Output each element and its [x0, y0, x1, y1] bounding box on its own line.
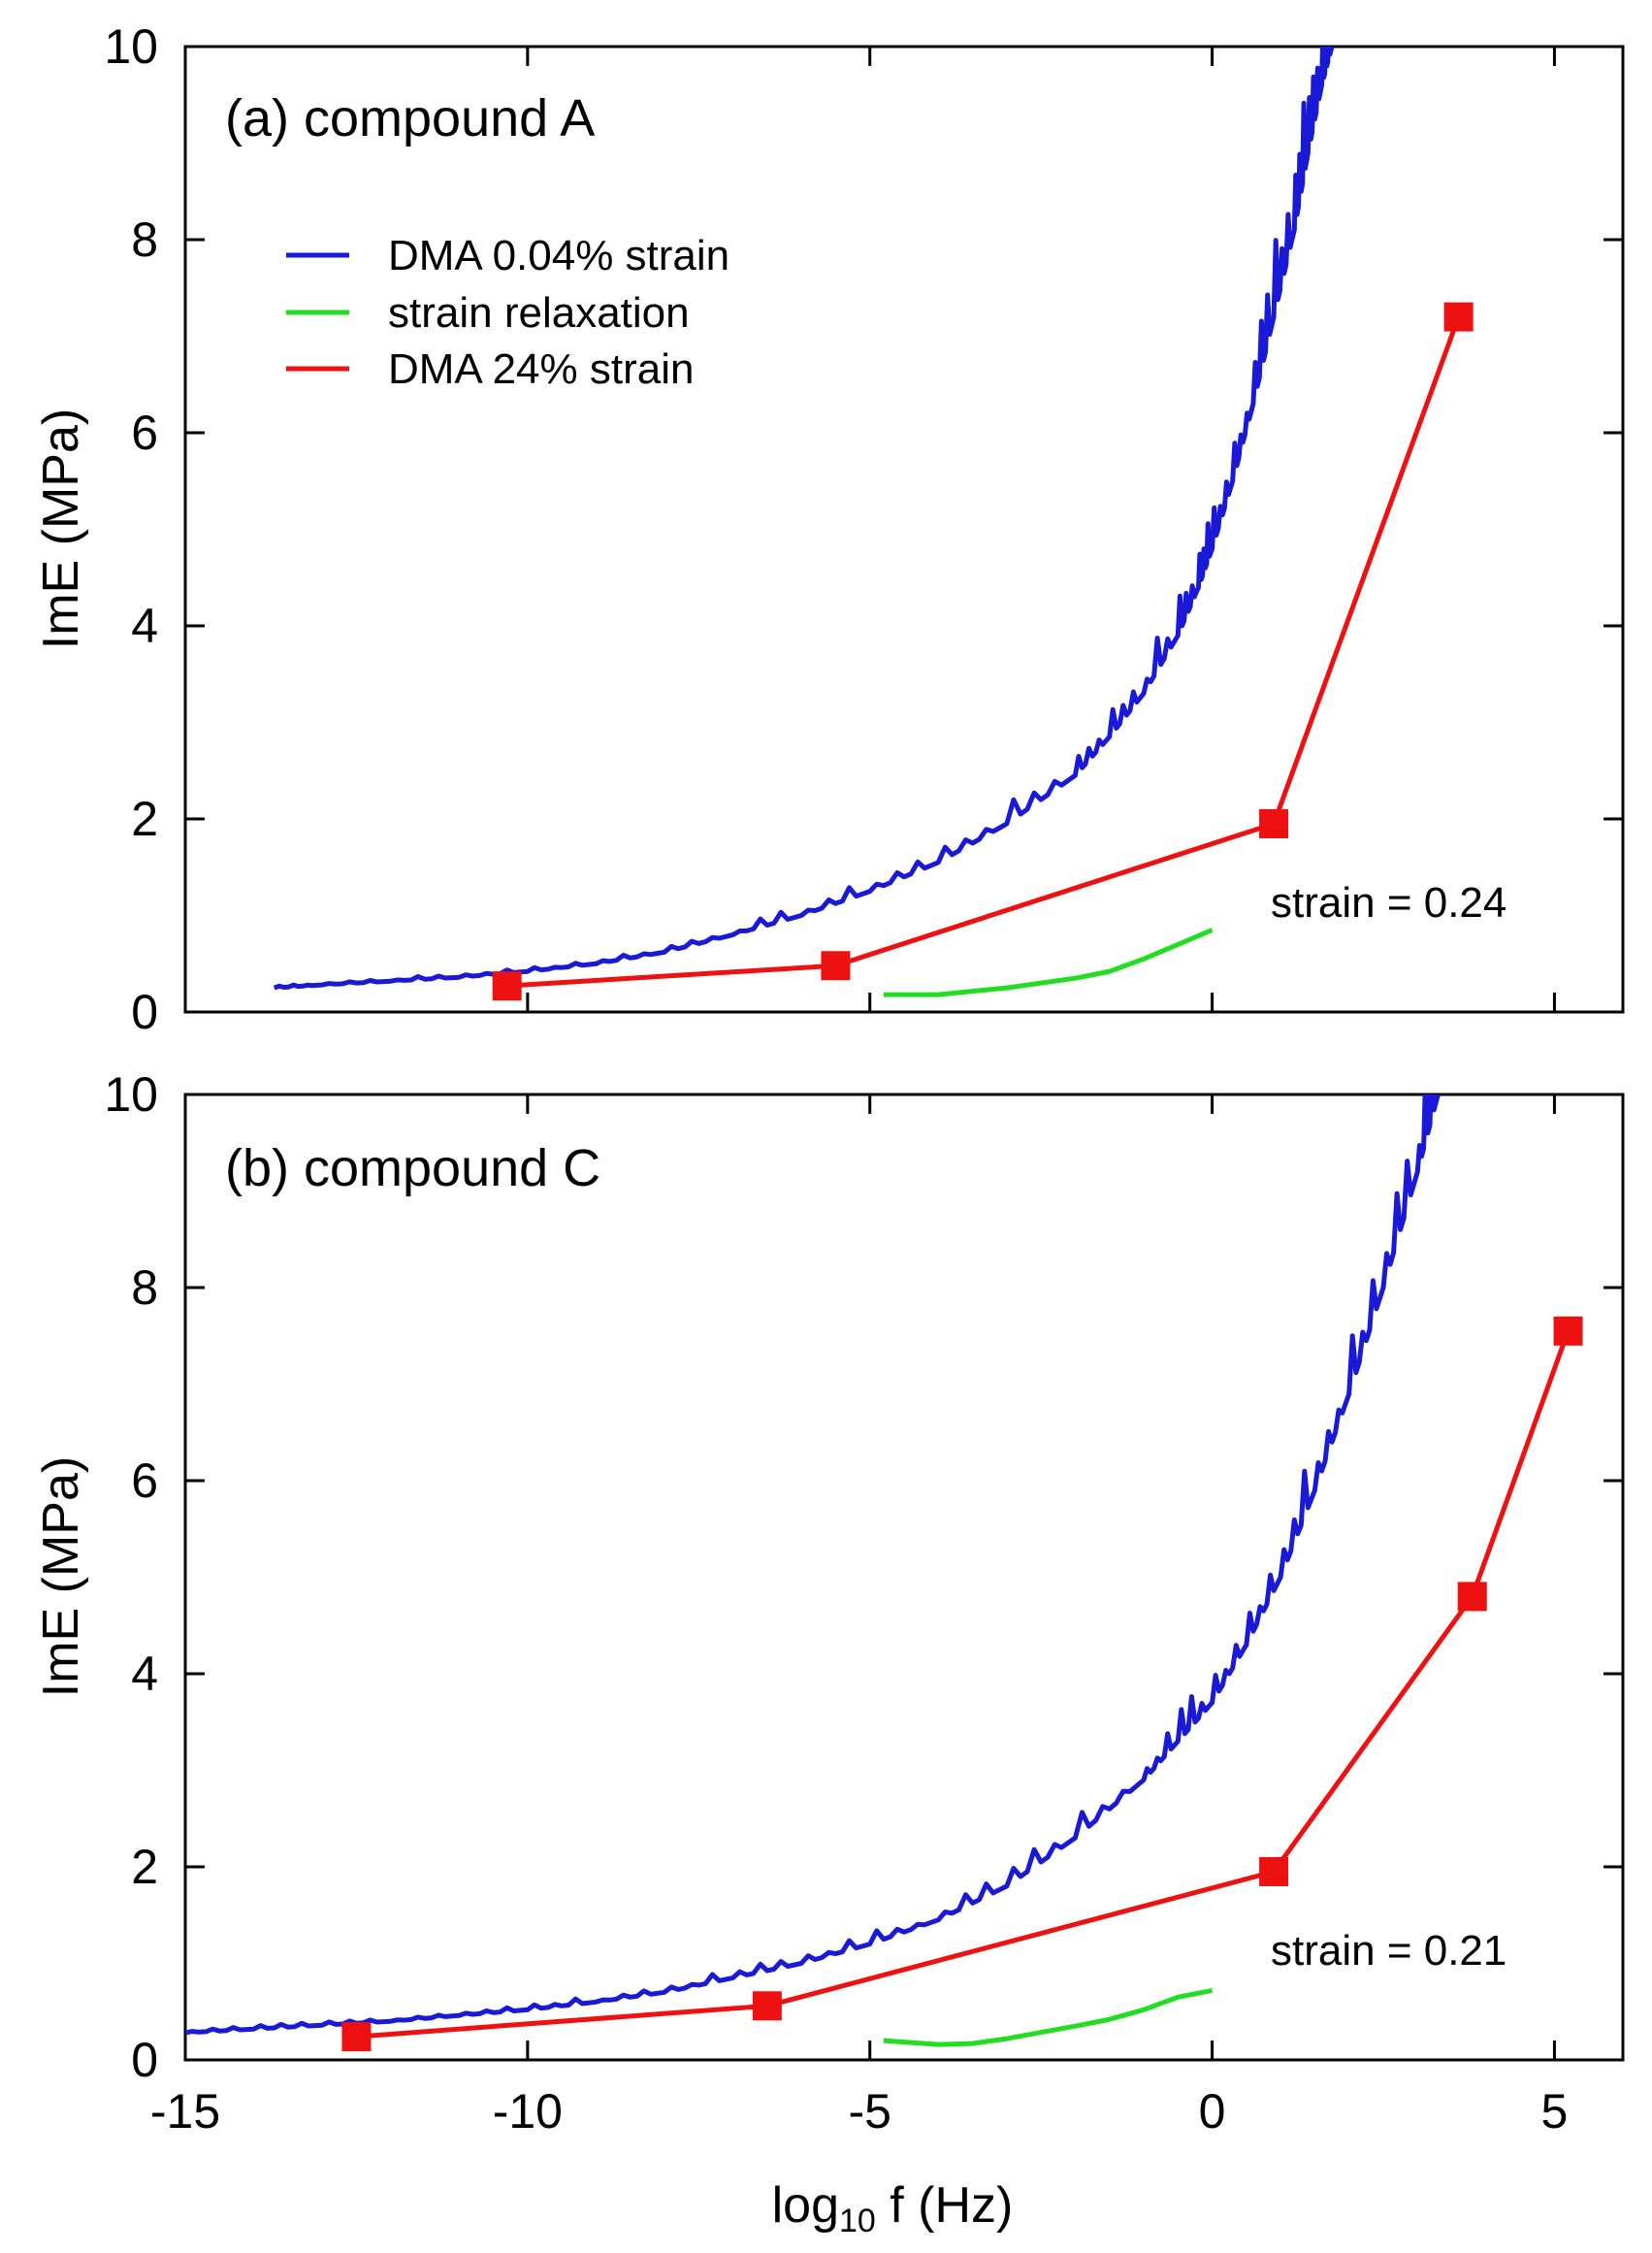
panel-a-legend: DMA 0.04% strain strain relaxation DMA 2… — [286, 232, 729, 393]
marker-b-3 — [1457, 1582, 1487, 1612]
panel-b: 0 2 4 6 8 10 -15 -10 -5 0 5 (b) compound C strain … — [33, 1067, 1625, 2139]
x-axis-label: log10 f (Hz) — [772, 2177, 1014, 2239]
series-line-b-0 — [185, 1094, 1441, 2036]
panel-b-ticks: 0 2 4 6 8 10 -15 -10 -5 0 5 — [104, 1067, 1623, 2139]
series-line-b-1 — [883, 1987, 1214, 2047]
x-tick-label-b-0: 0 — [1199, 2084, 1226, 2139]
legend-label-dma-low: DMA 0.04% strain — [388, 232, 729, 279]
panel-b-y-axis-label: ImE (MPa) — [33, 1456, 89, 1697]
y-tick-label-a-4: 4 — [131, 599, 158, 653]
panel-a-series — [273, 47, 1474, 1001]
panel-b-strain-annotation: strain = 0.21 — [1271, 1927, 1506, 1975]
y-tick-label-a-6: 6 — [131, 406, 158, 460]
legend-label-dma-high: DMA 24% strain — [388, 345, 694, 393]
y-tick-label-b-6: 6 — [131, 1453, 158, 1508]
marker-a-0 — [492, 971, 522, 1001]
panel-a-y-axis-label: ImE (MPa) — [33, 408, 89, 649]
y-tick-label-a-10: 10 — [104, 19, 158, 74]
marker-a-1 — [821, 951, 851, 981]
panel-a-frame — [183, 45, 1625, 1014]
panel-a: 0 2 4 6 8 10 (a) compound A strain = 0.24 DMA… — [33, 19, 1625, 1039]
marker-b-1 — [752, 1991, 782, 2021]
y-tick-label-b-2: 2 — [131, 1840, 158, 1894]
y-tick-label-a-2: 2 — [131, 792, 158, 846]
panel-a-strain-annotation: strain = 0.24 — [1271, 879, 1506, 927]
y-tick-label-b-0: 0 — [131, 2033, 158, 2087]
x-tick-label-b--15: -15 — [150, 2084, 220, 2139]
y-tick-label-a-0: 0 — [131, 985, 158, 1039]
marker-b-4 — [1553, 1316, 1583, 1346]
marker-a-3 — [1443, 302, 1474, 332]
series-line-a-1 — [883, 928, 1214, 997]
y-tick-label-b-8: 8 — [131, 1260, 158, 1315]
y-tick-label-b-10: 10 — [104, 1067, 158, 1122]
legend-label-relaxation: strain relaxation — [388, 289, 690, 337]
panel-a-ticks: 0 2 4 6 8 10 — [104, 19, 1623, 1039]
panel-a-title: (a) compound A — [225, 89, 595, 147]
marker-b-0 — [341, 2022, 372, 2052]
x-tick-label-b--5: -5 — [848, 2084, 891, 2139]
marker-a-2 — [1259, 808, 1289, 838]
series-line-a-0 — [273, 47, 1335, 991]
series-line-a-2 — [506, 315, 1461, 989]
y-tick-label-b-4: 4 — [131, 1647, 158, 1701]
marker-b-2 — [1259, 1856, 1289, 1886]
y-tick-label-a-8: 8 — [131, 212, 158, 267]
x-tick-label-b--10: -10 — [493, 2084, 563, 2139]
panel-b-title: (b) compound C — [225, 1139, 600, 1197]
panel-b-series — [185, 1094, 1583, 2052]
panel-b-frame — [183, 1093, 1625, 2062]
x-tick-label-b-5: 5 — [1541, 2084, 1569, 2139]
